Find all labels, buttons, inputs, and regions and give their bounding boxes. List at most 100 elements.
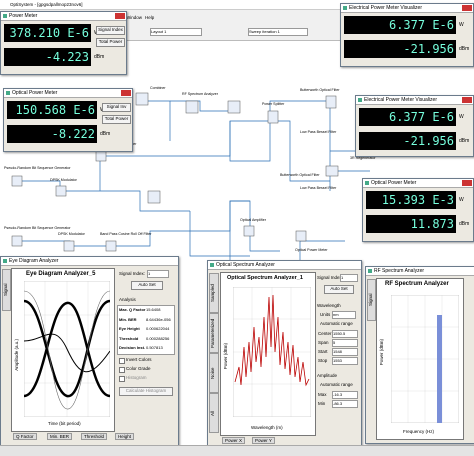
amplitude-label: Amplitude — [317, 373, 338, 378]
component-label: Power Splitter — [262, 102, 285, 106]
signal-index-label: Signal Index: — [119, 271, 146, 276]
checkbox-label: Color Grade — [126, 366, 151, 371]
row-value: 8.64436e-056 — [146, 316, 171, 322]
component-label: Optical Amplifier — [240, 218, 267, 222]
window-title: Power Meter — [1, 12, 126, 21]
osa-trace — [233, 287, 311, 417]
osa-window: Optical Spectrum Analyzer Optical Spectr… — [207, 260, 362, 450]
display-watts: 6.377 E-6 — [344, 16, 456, 34]
field-label: Max — [318, 392, 327, 397]
close-button[interactable] — [462, 180, 472, 186]
signal-index-select[interactable]: 1 — [147, 270, 169, 278]
component-label: Band Pass Cosine Roll Off Filter — [100, 232, 152, 236]
close-button[interactable] — [462, 97, 472, 103]
x-axis-label: Frequency (Hz) — [403, 429, 435, 434]
component-label: RF Spectrum Analyzer — [182, 92, 219, 96]
field-value[interactable]: 5 — [332, 339, 358, 347]
y-axis-label: Amplitude (a.u.) — [14, 339, 19, 371]
osa-plot: Optical Spectrum Analyzer_1 Power (dBm) … — [220, 272, 316, 436]
layout-select[interactable]: Layout 1 — [150, 28, 202, 36]
x-axis-label: Time (bit period) — [48, 421, 81, 426]
schematic: Pseudo-Random Bit Sequence Generator DPSK… — [4, 86, 376, 282]
window-title: Optical Power Meter — [4, 89, 132, 98]
window-title: Optical Spectrum Analyzer — [208, 261, 361, 270]
app-title: OptiSystem - [gpgsdpallmop23nov6] — [10, 2, 83, 7]
unit-w: W — [459, 197, 464, 203]
tab[interactable]: Threshold — [81, 433, 108, 440]
field-value[interactable]: -16.3 — [332, 391, 358, 399]
side-tab[interactable]: All — [209, 393, 219, 433]
checkbox[interactable] — [119, 367, 125, 373]
amp-auto-range[interactable]: Automatic range — [320, 382, 353, 387]
checkbox[interactable] — [119, 358, 125, 364]
tab[interactable]: Q Factor — [13, 433, 37, 440]
plot-title: RF Spectrum Analyzer — [385, 281, 449, 287]
units-select[interactable]: nm — [332, 311, 356, 319]
auto-range[interactable]: Automatic range — [320, 321, 353, 326]
sweep-select[interactable]: Sweep iteration 1 — [248, 28, 308, 36]
side-tab[interactable]: Sampled — [209, 273, 219, 313]
total-power[interactable]: Total Power — [96, 38, 125, 47]
close-button[interactable] — [121, 90, 131, 96]
field-value[interactable]: 1548 — [332, 348, 358, 356]
side-tab[interactable]: Parameterized — [209, 313, 219, 353]
eye-trace — [24, 281, 110, 417]
signal-index[interactable]: Signal Inv — [102, 103, 131, 112]
component-label: 3R Regenerator — [350, 156, 376, 160]
unit-dbm: dBm — [459, 221, 470, 227]
display-watts: 6.377 E-6 — [359, 108, 456, 126]
plot-title: Eye Diagram Analyzer_5 — [26, 271, 96, 277]
app-titlebar: OptiSystem - [gpgsdpallmop23nov6] — [0, 0, 474, 10]
checkbox[interactable] — [119, 376, 125, 382]
auto-set-button[interactable]: Auto Set — [324, 285, 354, 294]
signal-tab[interactable]: Signal — [367, 279, 376, 321]
close-button[interactable] — [115, 13, 125, 19]
tab[interactable]: Power X — [222, 437, 246, 444]
blocks — [11, 92, 339, 252]
component-label: Pseudo-Random Bit Sequence Generator — [4, 226, 71, 230]
component-label: DPSK Modulator — [58, 232, 86, 236]
auto-set-button[interactable]: Auto Set — [131, 281, 163, 290]
side-tab[interactable]: Noise — [209, 353, 219, 393]
component-label: Low Pass Bessel Filter — [300, 130, 337, 134]
histogram-button[interactable]: Calculate Histogram — [119, 387, 173, 396]
checkbox-label: Histogram — [126, 375, 147, 380]
unit-w: W — [459, 22, 464, 28]
row-label: Min. BER — [119, 316, 137, 322]
unit-dbm: dBm — [459, 138, 470, 144]
unit-dbm: dBm — [100, 131, 111, 137]
display-watts: 378.210 E-6 — [4, 24, 91, 42]
field-value[interactable]: 1550.5 — [332, 330, 358, 338]
rf-window: RF Spectrum Analyzer Signal RF Spectrum … — [365, 266, 474, 444]
component-label: Optical Power Meter — [295, 248, 328, 252]
display-watts: 15.393 E-3 — [366, 191, 456, 209]
unit-dbm: dBm — [94, 54, 105, 60]
window-title: Eye Diagram Analyzer — [1, 257, 178, 266]
display-dbm: -21.956 — [344, 40, 456, 58]
field-label: Min — [318, 401, 326, 406]
tab[interactable]: Power Y — [252, 437, 275, 444]
field-value[interactable]: -86.3 — [332, 400, 358, 408]
row-value: 0.000622044 — [146, 326, 170, 331]
unit-w: W — [459, 114, 464, 120]
power-meter-window: Optical Power Meter 15.393 E-3 W 11.873 dBm — [362, 178, 474, 242]
tab[interactable]: Min. BER — [47, 433, 73, 440]
y-axis-label: Power (dBm) — [223, 343, 228, 370]
signal-tab[interactable]: Signal — [2, 269, 11, 311]
field-value[interactable]: 1553 — [332, 357, 358, 365]
tab[interactable]: Height — [115, 433, 135, 440]
menu-item[interactable]: Help — [145, 15, 155, 20]
signal-index[interactable]: Signal Index — [96, 26, 125, 35]
component-label: Low Pass Bessel Filter — [300, 186, 337, 190]
display-dbm: -8.222 — [7, 125, 97, 143]
signal-index-select[interactable]: 1 — [340, 274, 358, 282]
row-label: Decision Inst. — [119, 345, 146, 350]
rf-plot: RF Spectrum Analyzer Power (dBm) Frequen… — [376, 278, 464, 440]
units-label: Units — [320, 312, 331, 317]
window-title: Electrical Power Meter Visualizer — [341, 4, 473, 13]
total-power[interactable]: Total Power — [102, 115, 131, 124]
menu-item[interactable]: Window — [126, 15, 143, 20]
y-axis-label: Power (dBm) — [379, 339, 384, 366]
close-button[interactable] — [462, 5, 472, 11]
power-meter-window: Electrical Power Meter Visualizer 6.377 E… — [340, 3, 474, 67]
